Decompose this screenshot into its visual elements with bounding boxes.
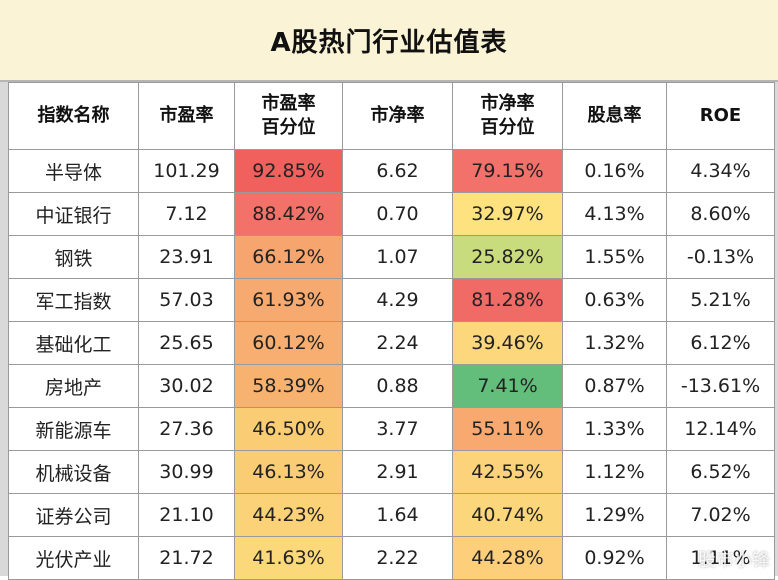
watermark-text: 股市小锋 bbox=[698, 550, 770, 571]
weibo-icon bbox=[674, 551, 692, 567]
roe-cell: -0.13% bbox=[666, 235, 775, 279]
pe-cell: 7.12 bbox=[138, 192, 235, 236]
dividend-yield-cell: 1.32% bbox=[562, 321, 667, 365]
pb-cell: 6.62 bbox=[342, 149, 453, 193]
pb-cell: 1.64 bbox=[342, 493, 453, 537]
table-row: 证券公司 21.10 44.23% 1.64 40.74% 1.29% 7.02… bbox=[8, 493, 775, 537]
dividend-yield-cell: 0.16% bbox=[562, 149, 667, 193]
pb-cell: 0.88 bbox=[342, 364, 453, 408]
table-row: 基础化工 25.65 60.12% 2.24 39.46% 1.32% 6.12… bbox=[8, 321, 775, 365]
pb-percentile-cell: 7.41% bbox=[452, 364, 563, 408]
index-name-cell: 房地产 bbox=[8, 364, 139, 408]
pb-cell: 2.24 bbox=[342, 321, 453, 365]
valuation-table: 指数名称 市盈率 市盈率 百分位 市净率 市净率 百分位 股息率 ROE 半导体 1… bbox=[8, 82, 775, 580]
pb-percentile-cell: 55.11% bbox=[452, 407, 563, 451]
roe-cell: 6.12% bbox=[666, 321, 775, 365]
pe-cell: 30.99 bbox=[138, 450, 235, 494]
pe-cell: 101.29 bbox=[138, 149, 235, 193]
pb-cell: 2.22 bbox=[342, 536, 453, 580]
dividend-yield-cell: 0.87% bbox=[562, 364, 667, 408]
pe-percentile-cell: 60.12% bbox=[234, 321, 343, 365]
dividend-yield-cell: 0.92% bbox=[562, 536, 667, 580]
table-row: 半导体 101.29 92.85% 6.62 79.15% 0.16% 4.34… bbox=[8, 149, 775, 193]
pb-cell: 3.77 bbox=[342, 407, 453, 451]
index-name-cell: 中证银行 bbox=[8, 192, 139, 236]
pb-percentile-cell: 40.74% bbox=[452, 493, 563, 537]
roe-cell: 4.34% bbox=[666, 149, 775, 193]
pb-cell: 2.91 bbox=[342, 450, 453, 494]
header-cell: ROE bbox=[666, 82, 775, 150]
roe-cell: 6.52% bbox=[666, 450, 775, 494]
header-cell: 股息率 bbox=[562, 82, 667, 150]
sheet-title: A股热门行业估值表 bbox=[270, 27, 508, 58]
dividend-yield-cell: 1.12% bbox=[562, 450, 667, 494]
header-cell: 指数名称 bbox=[8, 82, 139, 150]
pb-percentile-cell: 39.46% bbox=[452, 321, 563, 365]
pb-cell: 1.07 bbox=[342, 235, 453, 279]
pe-percentile-cell: 44.23% bbox=[234, 493, 343, 537]
pe-percentile-cell: 66.12% bbox=[234, 235, 343, 279]
roe-cell: 12.14% bbox=[666, 407, 775, 451]
table-row: 新能源车 27.36 46.50% 3.77 55.11% 1.33% 12.1… bbox=[8, 407, 775, 451]
pe-cell: 57.03 bbox=[138, 278, 235, 322]
pe-cell: 30.02 bbox=[138, 364, 235, 408]
table-row: 机械设备 30.99 46.13% 2.91 42.55% 1.12% 6.52… bbox=[8, 450, 775, 494]
index-name-cell: 军工指数 bbox=[8, 278, 139, 322]
pe-cell: 23.91 bbox=[138, 235, 235, 279]
roe-cell: 8.60% bbox=[666, 192, 775, 236]
roe-cell: 7.02% bbox=[666, 493, 775, 537]
index-name-cell: 半导体 bbox=[8, 149, 139, 193]
pe-percentile-cell: 46.50% bbox=[234, 407, 343, 451]
index-name-cell: 证券公司 bbox=[8, 493, 139, 537]
pe-percentile-cell: 92.85% bbox=[234, 149, 343, 193]
index-name-cell: 机械设备 bbox=[8, 450, 139, 494]
pe-percentile-cell: 41.63% bbox=[234, 536, 343, 580]
pb-percentile-cell: 44.28% bbox=[452, 536, 563, 580]
table-row: 钢铁 23.91 66.12% 1.07 25.82% 1.55% -0.13% bbox=[8, 235, 775, 279]
header-cell: 市净率 bbox=[342, 82, 453, 150]
header-cell: 市盈率 百分位 bbox=[234, 82, 343, 150]
pb-percentile-cell: 32.97% bbox=[452, 192, 563, 236]
index-name-cell: 基础化工 bbox=[8, 321, 139, 365]
pe-cell: 21.72 bbox=[138, 536, 235, 580]
dividend-yield-cell: 1.55% bbox=[562, 235, 667, 279]
index-name-cell: 光伏产业 bbox=[8, 536, 139, 580]
pe-percentile-cell: 88.42% bbox=[234, 192, 343, 236]
dividend-yield-cell: 1.33% bbox=[562, 407, 667, 451]
pb-percentile-cell: 79.15% bbox=[452, 149, 563, 193]
header-cell: 市净率 百分位 bbox=[452, 82, 563, 150]
header-row: 指数名称 市盈率 市盈率 百分位 市净率 市净率 百分位 股息率 ROE bbox=[8, 82, 775, 150]
pb-percentile-cell: 42.55% bbox=[452, 450, 563, 494]
dividend-yield-cell: 1.29% bbox=[562, 493, 667, 537]
pe-percentile-cell: 46.13% bbox=[234, 450, 343, 494]
pb-cell: 4.29 bbox=[342, 278, 453, 322]
title-bar: A股热门行业估值表 bbox=[0, 0, 778, 82]
index-name-cell: 钢铁 bbox=[8, 235, 139, 279]
pb-percentile-cell: 81.28% bbox=[452, 278, 563, 322]
table-row: 房地产 30.02 58.39% 0.88 7.41% 0.87% -13.61… bbox=[8, 364, 775, 408]
dividend-yield-cell: 0.63% bbox=[562, 278, 667, 322]
pe-percentile-cell: 61.93% bbox=[234, 278, 343, 322]
roe-cell: -13.61% bbox=[666, 364, 775, 408]
roe-cell: 5.21% bbox=[666, 278, 775, 322]
table-row: 军工指数 57.03 61.93% 4.29 81.28% 0.63% 5.21… bbox=[8, 278, 775, 322]
index-name-cell: 新能源车 bbox=[8, 407, 139, 451]
pe-cell: 21.10 bbox=[138, 493, 235, 537]
pb-percentile-cell: 25.82% bbox=[452, 235, 563, 279]
pb-cell: 0.70 bbox=[342, 192, 453, 236]
pe-cell: 25.65 bbox=[138, 321, 235, 365]
dividend-yield-cell: 4.13% bbox=[562, 192, 667, 236]
watermark: 股市小锋 bbox=[674, 546, 770, 572]
header-cell: 市盈率 bbox=[138, 82, 235, 150]
table-row: 光伏产业 21.72 41.63% 2.22 44.28% 0.92% 1.11… bbox=[8, 536, 775, 580]
pe-cell: 27.36 bbox=[138, 407, 235, 451]
pe-percentile-cell: 58.39% bbox=[234, 364, 343, 408]
table-row: 中证银行 7.12 88.42% 0.70 32.97% 4.13% 8.60% bbox=[8, 192, 775, 236]
